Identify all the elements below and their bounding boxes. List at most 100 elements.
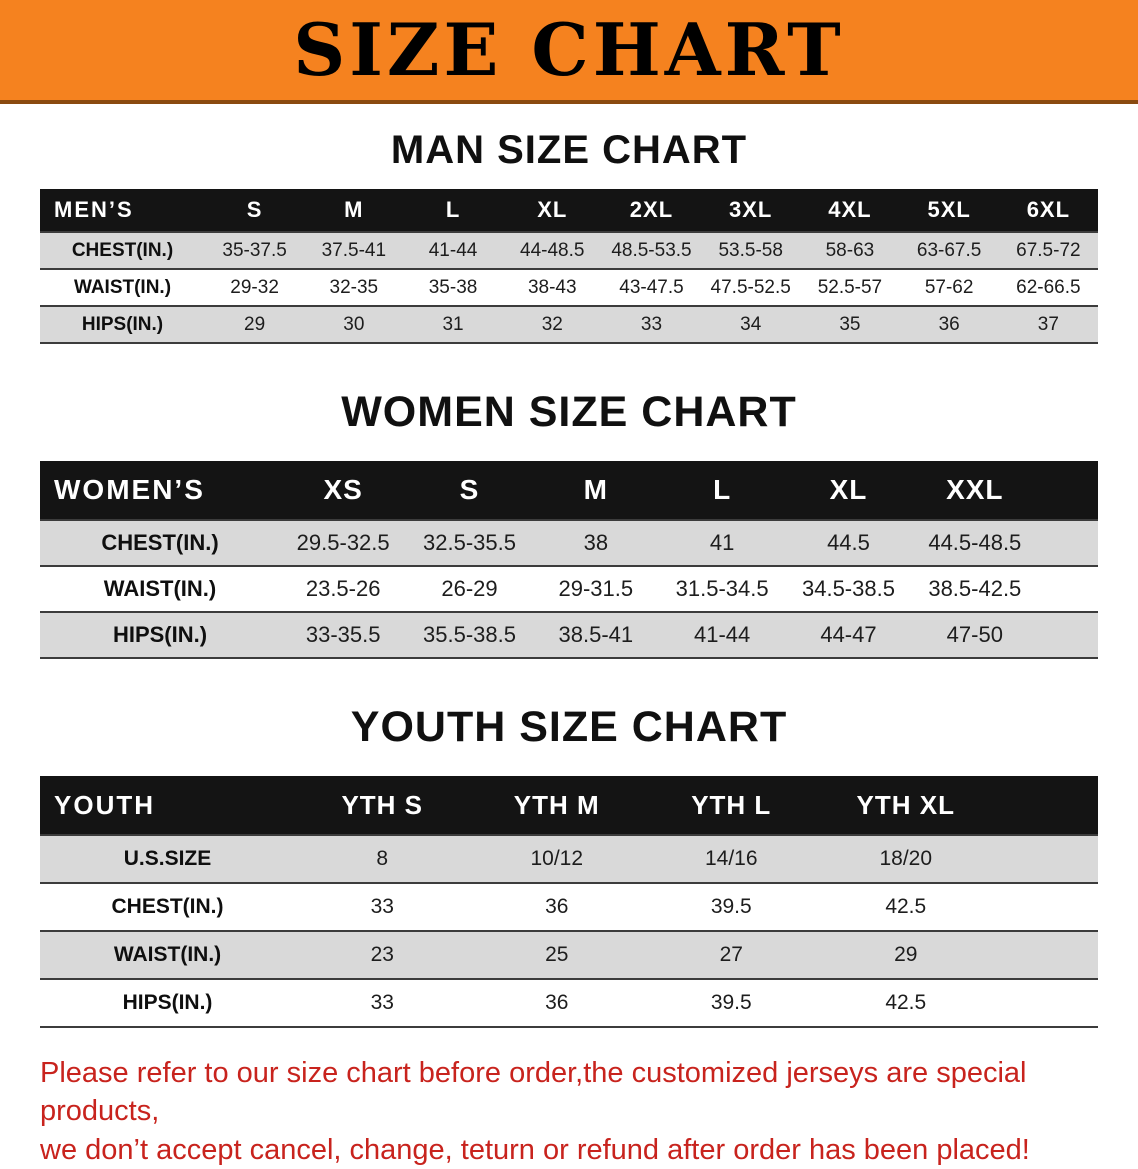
column-header: XL — [502, 189, 602, 232]
column-header: 4XL — [800, 189, 900, 232]
table-cell: 35-37.5 — [222, 239, 287, 261]
table-header-row: WOMEN’S XS S M L XL XXL — [40, 461, 1098, 520]
table-row: WAIST(IN.) 23 25 27 29 — [40, 931, 1098, 979]
table-cell: 31 — [442, 313, 464, 335]
table-corner-label: MEN’S — [40, 189, 205, 232]
column-header: YTH M — [469, 776, 644, 835]
spacer-cell — [1038, 566, 1098, 612]
table-cell: 10/12 — [530, 847, 584, 870]
column-header: S — [205, 189, 305, 232]
row-label: CHEST(IN.) — [101, 530, 219, 555]
table-cell: 38.5-42.5 — [928, 576, 1022, 601]
table-cell: 29 — [244, 313, 266, 335]
column-header: L — [658, 461, 786, 520]
table-cell: 36 — [545, 895, 569, 918]
row-label: CHEST(IN.) — [71, 239, 174, 261]
row-label: HIPS(IN.) — [81, 313, 164, 335]
column-header: L — [403, 189, 503, 232]
table-cell: 23 — [370, 943, 394, 966]
table-cell: 14/16 — [704, 847, 758, 870]
table-cell: 44-48.5 — [520, 239, 585, 261]
row-label: WAIST(IN.) — [103, 576, 217, 601]
table-header-row: YOUTH YTH S YTH M YTH L YTH XL — [40, 776, 1098, 835]
footer-line-1: Please refer to our size chart before or… — [40, 1057, 1027, 1128]
table-cell: 63-67.5 — [916, 239, 982, 261]
row-label: CHEST(IN.) — [111, 895, 224, 918]
spacer-cell — [1038, 520, 1098, 566]
table-cell: 42.5 — [885, 895, 927, 918]
table-cell: 44.5-48.5 — [928, 530, 1022, 555]
table-cell: 39.5 — [710, 895, 752, 918]
table-cell: 47.5-52.5 — [710, 276, 791, 298]
table-cell: 36 — [545, 991, 569, 1014]
table-cell: 35 — [839, 313, 861, 335]
youth-size-table: YOUTH YTH S YTH M YTH L YTH XL U.S.SIZE 8 10/12… — [40, 776, 1098, 1028]
table-corner-label: WOMEN’S — [40, 461, 280, 520]
table-cell: 52.5-57 — [817, 276, 883, 298]
row-label: WAIST(IN.) — [113, 943, 222, 966]
table-cell: 44.5 — [827, 530, 870, 555]
row-label: WAIST(IN.) — [73, 276, 172, 298]
table-corner-label: YOUTH — [40, 776, 295, 835]
table-cell: 38-43 — [527, 276, 577, 298]
men-size-table: MEN’S S M L XL 2XL 3XL 4XL 5XL 6XL CHEST(IN.) 35-37… — [40, 189, 1098, 344]
table-row: CHEST(IN.) 33 36 39.5 42.5 — [40, 883, 1098, 931]
table-cell: 30 — [343, 313, 365, 335]
column-header: YTH L — [644, 776, 819, 835]
table-cell: 29-32 — [230, 276, 279, 298]
column-header: 2XL — [601, 189, 702, 232]
table-cell: 44-47 — [820, 622, 877, 647]
spacer-cell — [993, 776, 1098, 835]
table-cell: 34 — [740, 313, 762, 335]
table-cell: 57-62 — [924, 276, 974, 298]
column-header: XL — [785, 461, 912, 520]
table-cell: 29.5-32.5 — [296, 530, 390, 555]
table-cell: 29 — [894, 943, 918, 966]
table-cell: 33 — [640, 313, 663, 335]
table-cell: 43-47.5 — [619, 276, 684, 298]
row-label: U.S.SIZE — [123, 847, 212, 870]
table-cell: 47-50 — [946, 622, 1003, 647]
table-row: WAIST(IN.) 23.5-26 26-29 29-31.5 31.5-34.5 34… — [40, 566, 1098, 612]
spacer-cell — [993, 979, 1098, 1027]
page-title: SIZE CHART — [293, 7, 845, 92]
table-cell: 26-29 — [441, 576, 498, 601]
column-header: 5XL — [899, 189, 999, 232]
spacer-cell — [1038, 612, 1098, 658]
table-cell: 37.5-41 — [321, 239, 387, 261]
column-header: 6XL — [998, 189, 1098, 232]
table-row: HIPS(IN.) 33 36 39.5 42.5 — [40, 979, 1098, 1027]
table-cell: 35-38 — [428, 276, 478, 298]
table-row: U.S.SIZE 8 10/12 14/16 18/20 — [40, 835, 1098, 883]
footer-note: Please refer to our size chart before or… — [40, 1054, 1138, 1169]
table-row: CHEST(IN.) 29.5-32.5 32.5-35.5 38 41 44.5 44.5… — [40, 520, 1098, 566]
table-cell: 48.5-53.5 — [611, 239, 692, 261]
column-header: XS — [280, 461, 407, 520]
table-cell: 35.5-38.5 — [423, 622, 516, 647]
table-cell: 25 — [545, 943, 569, 966]
table-cell: 29-31.5 — [558, 576, 634, 601]
banner: SIZE CHART — [0, 0, 1138, 104]
table-row: HIPS(IN.) 29 30 31 32 33 34 35 36 37 — [40, 306, 1098, 343]
men-section-title: MAN SIZE CHART — [390, 128, 748, 172]
table-row: WAIST(IN.) 29-32 32-35 35-38 38-43 43-47.5 47.… — [40, 269, 1098, 306]
table-cell: 31.5-34.5 — [675, 576, 769, 601]
spacer-cell — [993, 931, 1098, 979]
table-cell: 41 — [709, 530, 735, 555]
table-cell: 37 — [1037, 313, 1059, 335]
table-cell: 34.5-38.5 — [801, 576, 895, 601]
spacer-cell — [1038, 461, 1098, 520]
table-cell: 23.5-26 — [305, 576, 381, 601]
table-cell: 32 — [541, 313, 563, 335]
table-cell: 38 — [583, 530, 609, 555]
table-row: HIPS(IN.) 33-35.5 35.5-38.5 38.5-41 41-44 44-… — [40, 612, 1098, 658]
table-cell: 27 — [719, 943, 743, 966]
table-cell: 67.5-72 — [1016, 239, 1081, 261]
row-label: HIPS(IN.) — [112, 622, 208, 647]
column-header: M — [532, 461, 659, 520]
table-cell: 8 — [376, 847, 389, 870]
table-cell: 42.5 — [885, 991, 927, 1014]
women-section-title: WOMEN SIZE CHART — [341, 388, 797, 436]
table-cell: 41-44 — [694, 622, 751, 647]
table-cell: 18/20 — [879, 847, 933, 870]
